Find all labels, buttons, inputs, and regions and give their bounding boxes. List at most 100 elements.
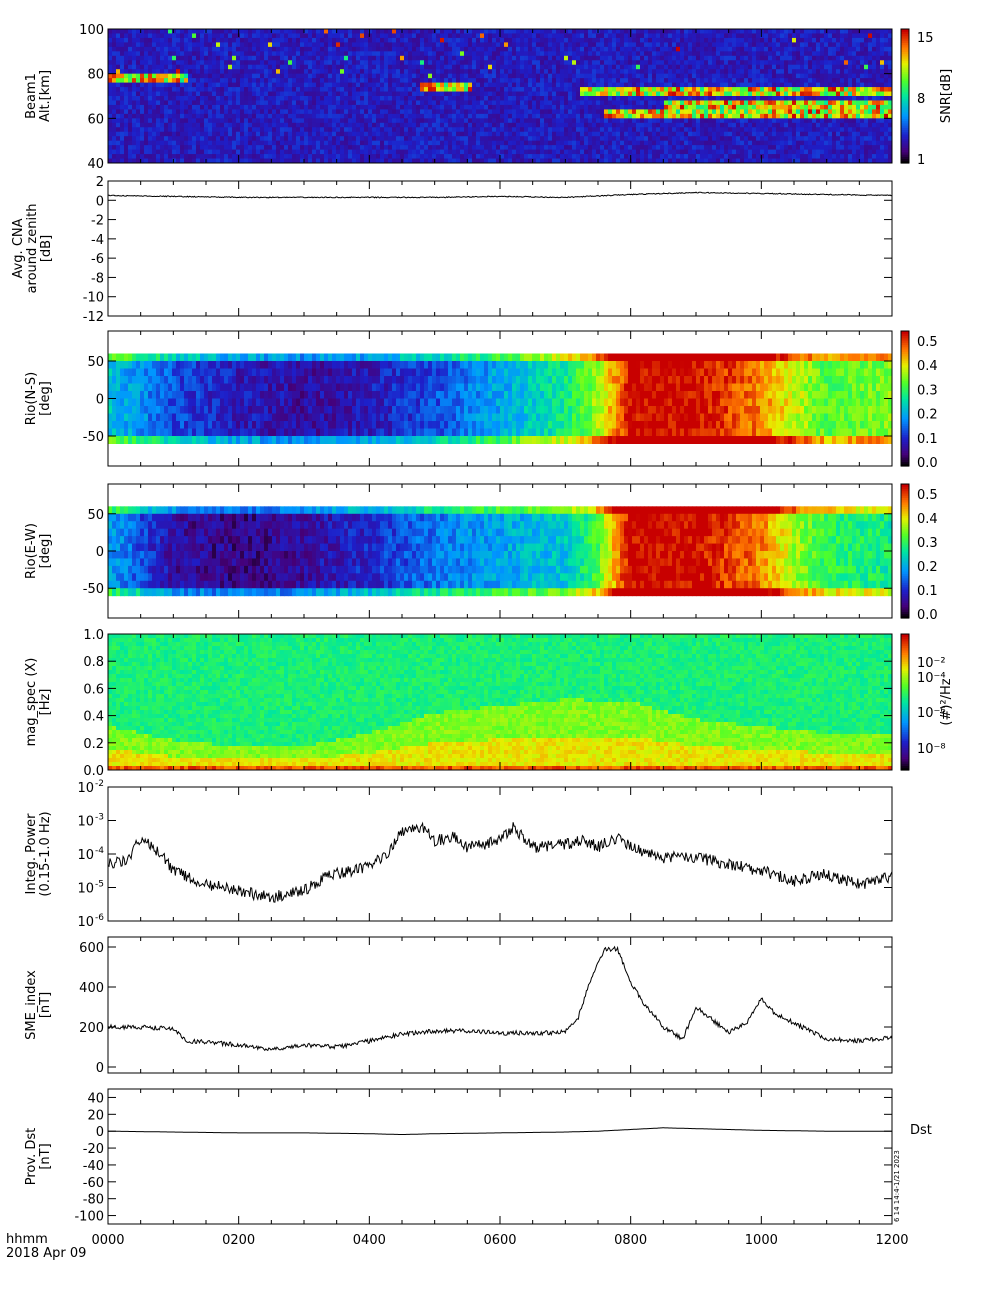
heatmap-cell xyxy=(636,154,641,160)
heatmap-cell xyxy=(500,69,505,75)
heatmap-cell xyxy=(176,46,181,52)
heatmap-cell xyxy=(368,42,373,48)
heatmap-cell xyxy=(768,91,773,97)
heatmap-cell xyxy=(416,60,421,66)
heatmap-cell xyxy=(400,64,405,70)
heatmap-cell xyxy=(576,109,581,115)
heatmap-cell xyxy=(356,154,361,160)
heatmap-cell xyxy=(620,100,625,106)
heatmap-cell xyxy=(656,42,661,48)
heatmap-cell xyxy=(628,73,633,79)
heatmap-cell xyxy=(184,154,189,160)
heatmap-cell xyxy=(344,136,349,142)
heatmap-cell xyxy=(428,113,433,119)
heatmap-cell xyxy=(492,136,497,142)
heatmap-cell xyxy=(140,140,145,146)
heatmap-cell xyxy=(704,136,709,142)
heatmap-cell xyxy=(172,140,177,146)
heatmap-cell xyxy=(280,158,285,164)
heatmap-cell xyxy=(652,158,657,164)
heatmap-cell xyxy=(476,46,481,52)
heatmap-cell xyxy=(640,113,645,119)
heatmap-cell xyxy=(176,82,181,88)
heatmap-cell xyxy=(132,131,137,137)
heatmap-cell xyxy=(392,55,397,61)
heatmap-cell xyxy=(172,29,177,34)
heatmap-cell xyxy=(676,136,681,142)
heatmap-cell xyxy=(656,122,661,128)
heatmap-cell xyxy=(356,91,361,97)
heatmap-cell xyxy=(236,96,241,101)
heatmap-cell xyxy=(108,96,113,101)
heatmap-cell xyxy=(328,29,333,34)
heatmap-cell xyxy=(484,104,489,110)
heatmap-cell xyxy=(140,127,145,133)
heatmap-cell xyxy=(484,60,489,66)
heatmap-cell xyxy=(276,87,281,93)
heatmap-cell xyxy=(756,109,761,115)
heatmap-cell xyxy=(688,64,693,70)
heatmap-cell xyxy=(620,122,625,128)
heatmap-cell xyxy=(292,100,297,106)
heatmap-cell xyxy=(728,122,733,128)
heatmap-cell xyxy=(680,51,685,57)
heatmap-cell xyxy=(480,118,485,124)
heatmap-cell xyxy=(224,118,229,124)
heatmap-cell xyxy=(304,131,309,137)
heatmap-cell xyxy=(624,82,629,88)
heatmap-cell xyxy=(148,127,153,133)
heatmap-cell xyxy=(248,96,253,101)
heatmap-cell xyxy=(496,96,501,101)
heatmap-cell xyxy=(392,51,397,57)
heatmap-cell xyxy=(364,127,369,133)
heatmap-cell xyxy=(396,100,401,106)
heatmap-cell xyxy=(316,29,321,34)
heatmap-cell xyxy=(304,122,309,128)
heatmap-cell xyxy=(460,149,465,155)
heatmap-cell xyxy=(700,69,705,75)
heatmap-cell xyxy=(500,100,505,106)
heatmap-cell xyxy=(744,118,749,124)
heatmap-cell xyxy=(752,96,757,101)
heatmap-cell xyxy=(192,154,197,160)
heatmap-cell xyxy=(464,42,469,48)
heatmap-cell xyxy=(404,109,409,115)
heatmap-cell xyxy=(548,37,553,43)
heatmap-cell xyxy=(604,127,609,133)
heatmap-cell xyxy=(292,91,297,97)
heatmap-cell xyxy=(748,82,753,88)
heatmap-cell xyxy=(716,82,721,88)
heatmap-cell xyxy=(768,136,773,142)
heatmap-cell xyxy=(652,127,657,133)
heatmap-cell xyxy=(624,64,629,70)
heatmap-cell xyxy=(596,87,601,93)
heatmap-cell xyxy=(312,131,317,137)
heatmap-cell xyxy=(760,60,765,66)
heatmap-cell xyxy=(720,122,725,128)
heatmap-cell xyxy=(564,51,569,57)
heatmap-cell xyxy=(504,149,509,155)
heatmap-cell xyxy=(400,140,405,146)
heatmap-cell xyxy=(408,73,413,79)
heatmap-cell xyxy=(116,136,121,142)
heatmap-cell xyxy=(496,46,501,52)
heatmap-cell xyxy=(456,29,461,34)
heatmap-cell xyxy=(224,127,229,133)
heatmap-cell xyxy=(432,64,437,70)
heatmap-cell xyxy=(616,122,621,128)
heatmap-cell xyxy=(108,145,113,151)
heatmap-cell xyxy=(368,64,373,70)
heatmap-cell xyxy=(508,109,513,115)
heatmap-cell xyxy=(612,55,617,61)
heatmap-cell xyxy=(668,131,673,137)
heatmap-cell xyxy=(588,158,593,164)
heatmap-cell xyxy=(552,87,557,93)
heatmap-cell xyxy=(508,131,513,137)
heatmap-cell xyxy=(736,46,741,52)
heatmap-cell xyxy=(560,158,565,164)
heatmap-cell xyxy=(244,73,249,79)
heatmap-cell xyxy=(584,87,589,93)
heatmap-cell xyxy=(736,136,741,142)
heatmap-cell xyxy=(268,136,273,142)
heatmap-cell xyxy=(752,42,757,48)
